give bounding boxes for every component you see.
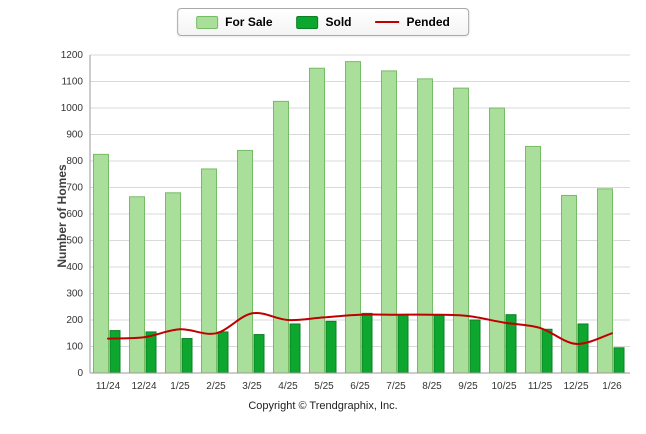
sold-bar [253, 334, 265, 374]
sold-bar [361, 312, 373, 374]
sold-bar [397, 314, 409, 374]
sold-bar [433, 314, 445, 374]
legend-item-sold: Sold [296, 15, 352, 29]
sold-bar [289, 323, 301, 374]
x-tick-label: 1/26 [602, 381, 622, 392]
x-tick-label: 10/25 [491, 381, 516, 392]
for-sale-bar [201, 168, 217, 374]
x-tick-label: 2/25 [206, 381, 226, 392]
for-sale-bar [561, 194, 577, 374]
for-sale-swatch-icon [196, 15, 219, 29]
for-sale-bar [381, 70, 397, 374]
y-tick-label: 1200 [61, 50, 84, 61]
for-sale-bar [237, 149, 253, 374]
sold-bar [577, 323, 589, 374]
y-tick-label: 600 [66, 209, 83, 220]
legend-item-pended: Pended [375, 15, 450, 29]
x-tick-label: 3/25 [242, 381, 262, 392]
sold-bar [469, 319, 481, 374]
sold-bar [145, 331, 157, 374]
pended-line-icon [375, 21, 400, 23]
y-tick-label: 200 [66, 315, 83, 326]
x-tick-label: 4/25 [278, 381, 298, 392]
x-tick-label: 1/25 [170, 381, 190, 392]
x-tick-label: 6/25 [350, 381, 370, 392]
for-sale-bar [129, 196, 145, 374]
y-tick-label: 900 [66, 130, 83, 141]
x-tick-label: 11/24 [96, 381, 121, 392]
for-sale-bar [273, 100, 289, 374]
for-sale-bar [489, 107, 505, 374]
y-tick-label: 700 [66, 183, 83, 194]
for-sale-bar [165, 192, 181, 374]
y-tick-label: 1100 [61, 77, 83, 88]
chart-legend: For Sale Sold Pended [177, 8, 469, 36]
for-sale-bar [597, 188, 613, 374]
for-sale-bar [417, 78, 433, 374]
chart-plot: 0 100 200 300 400 500 600 700 800 900 1000 1100 1200… [61, 50, 630, 392]
x-tick-label: 12/24 [131, 381, 156, 392]
legend-label-for-sale: For Sale [225, 15, 273, 29]
copyright-text: Copyright © Trendgraphix, Inc. [248, 400, 398, 412]
y-tick-label: 300 [66, 289, 83, 300]
y-tick-label: 100 [66, 342, 83, 353]
sold-bar [109, 330, 121, 374]
sold-bar [541, 328, 553, 374]
y-tick-label: 500 [66, 236, 83, 247]
sold-bar [325, 320, 337, 374]
legend-label-pended: Pended [406, 15, 450, 29]
for-sale-bar [309, 67, 325, 374]
sold-bar [217, 331, 229, 374]
sold-bar [181, 338, 193, 374]
legend-item-for-sale: For Sale [196, 15, 273, 29]
sold-bar [613, 347, 625, 374]
x-tick-label: 9/25 [458, 381, 478, 392]
for-sale-bar [93, 153, 109, 374]
x-tick-label: 7/25 [386, 381, 406, 392]
sold-swatch-icon [296, 15, 319, 29]
for-sale-bar [453, 87, 469, 374]
x-tick-label: 8/25 [422, 381, 442, 392]
x-tick-label: 12/25 [563, 381, 588, 392]
legend-label-sold: Sold [325, 15, 352, 29]
pended-line [107, 312, 613, 345]
y-tick-label: 800 [66, 156, 83, 167]
x-tick-label: 5/25 [314, 381, 334, 392]
y-tick-label: 400 [66, 262, 83, 273]
for-sale-bar [345, 61, 361, 374]
y-tick-label: 0 [77, 368, 83, 379]
y-tick-label: 1000 [61, 103, 84, 114]
x-tick-label: 11/25 [528, 381, 553, 392]
for-sale-bar [525, 145, 541, 374]
